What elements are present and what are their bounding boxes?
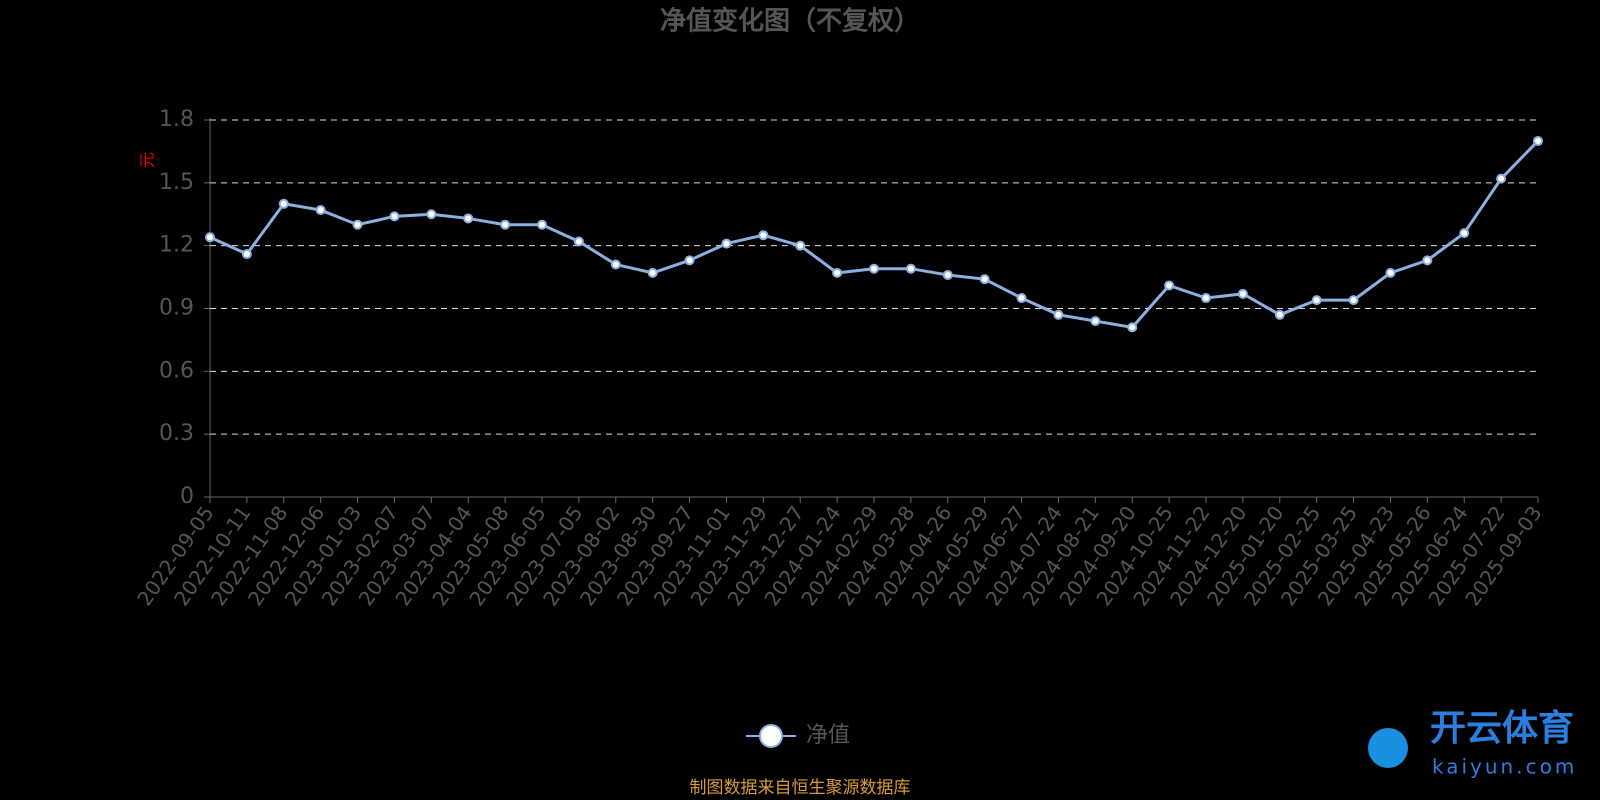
data-point bbox=[573, 236, 584, 247]
data-point bbox=[205, 232, 215, 243]
watermark-name: 开云体育 bbox=[1430, 708, 1574, 749]
data-point bbox=[1201, 293, 1211, 304]
data-point bbox=[1053, 309, 1064, 320]
data-point bbox=[905, 263, 916, 274]
data-point bbox=[241, 249, 252, 260]
data-point bbox=[942, 269, 953, 280]
data-point bbox=[1422, 255, 1433, 266]
data-point bbox=[352, 219, 363, 230]
y-tick-label: 1.8 bbox=[159, 107, 194, 132]
y-tick-label: 0.6 bbox=[159, 358, 194, 383]
data-point bbox=[832, 267, 843, 278]
data-point bbox=[795, 240, 806, 251]
data-point bbox=[1459, 228, 1470, 239]
data-point bbox=[684, 255, 695, 266]
data-point bbox=[426, 209, 437, 220]
watermark: 开云体育 kaiyun.com bbox=[1368, 708, 1577, 779]
chart-title: 净值变化图（不复权） bbox=[660, 6, 920, 37]
data-point bbox=[463, 213, 474, 224]
data-point bbox=[869, 263, 879, 274]
watermark-url: kaiyun.com bbox=[1432, 755, 1577, 779]
data-point bbox=[721, 238, 732, 249]
data-point bbox=[1274, 309, 1285, 320]
data-point bbox=[1348, 295, 1359, 306]
legend[interactable]: 净值 bbox=[746, 723, 850, 748]
data-point bbox=[278, 198, 289, 209]
y-tick-label: 0 bbox=[180, 484, 194, 509]
data-point bbox=[758, 230, 769, 241]
data-point bbox=[315, 205, 326, 216]
y-tick-label: 1.5 bbox=[159, 170, 194, 195]
y-axis-label: 元 bbox=[138, 152, 157, 168]
legend-label: 净值 bbox=[806, 723, 850, 748]
data-point bbox=[537, 219, 547, 230]
data-point bbox=[1164, 280, 1175, 291]
data-point bbox=[500, 219, 511, 230]
data-point bbox=[610, 259, 621, 270]
y-tick-label: 0.9 bbox=[159, 296, 194, 321]
source-note: 制图数据来自恒生聚源数据库 bbox=[690, 778, 911, 798]
watermark-logo bbox=[1368, 728, 1408, 768]
data-point bbox=[1385, 267, 1396, 278]
data-point bbox=[1016, 293, 1027, 304]
legend-marker bbox=[759, 724, 783, 748]
data-point bbox=[1237, 288, 1248, 299]
data-point bbox=[389, 211, 400, 222]
data-point bbox=[1090, 316, 1101, 327]
data-point bbox=[1311, 295, 1322, 306]
data-point bbox=[1127, 322, 1138, 333]
data-point bbox=[1496, 173, 1507, 184]
y-tick-label: 0.3 bbox=[159, 421, 194, 446]
data-point bbox=[647, 267, 658, 278]
data-point bbox=[1533, 135, 1543, 146]
data-point bbox=[979, 274, 990, 285]
y-tick-label: 1.2 bbox=[159, 233, 194, 258]
